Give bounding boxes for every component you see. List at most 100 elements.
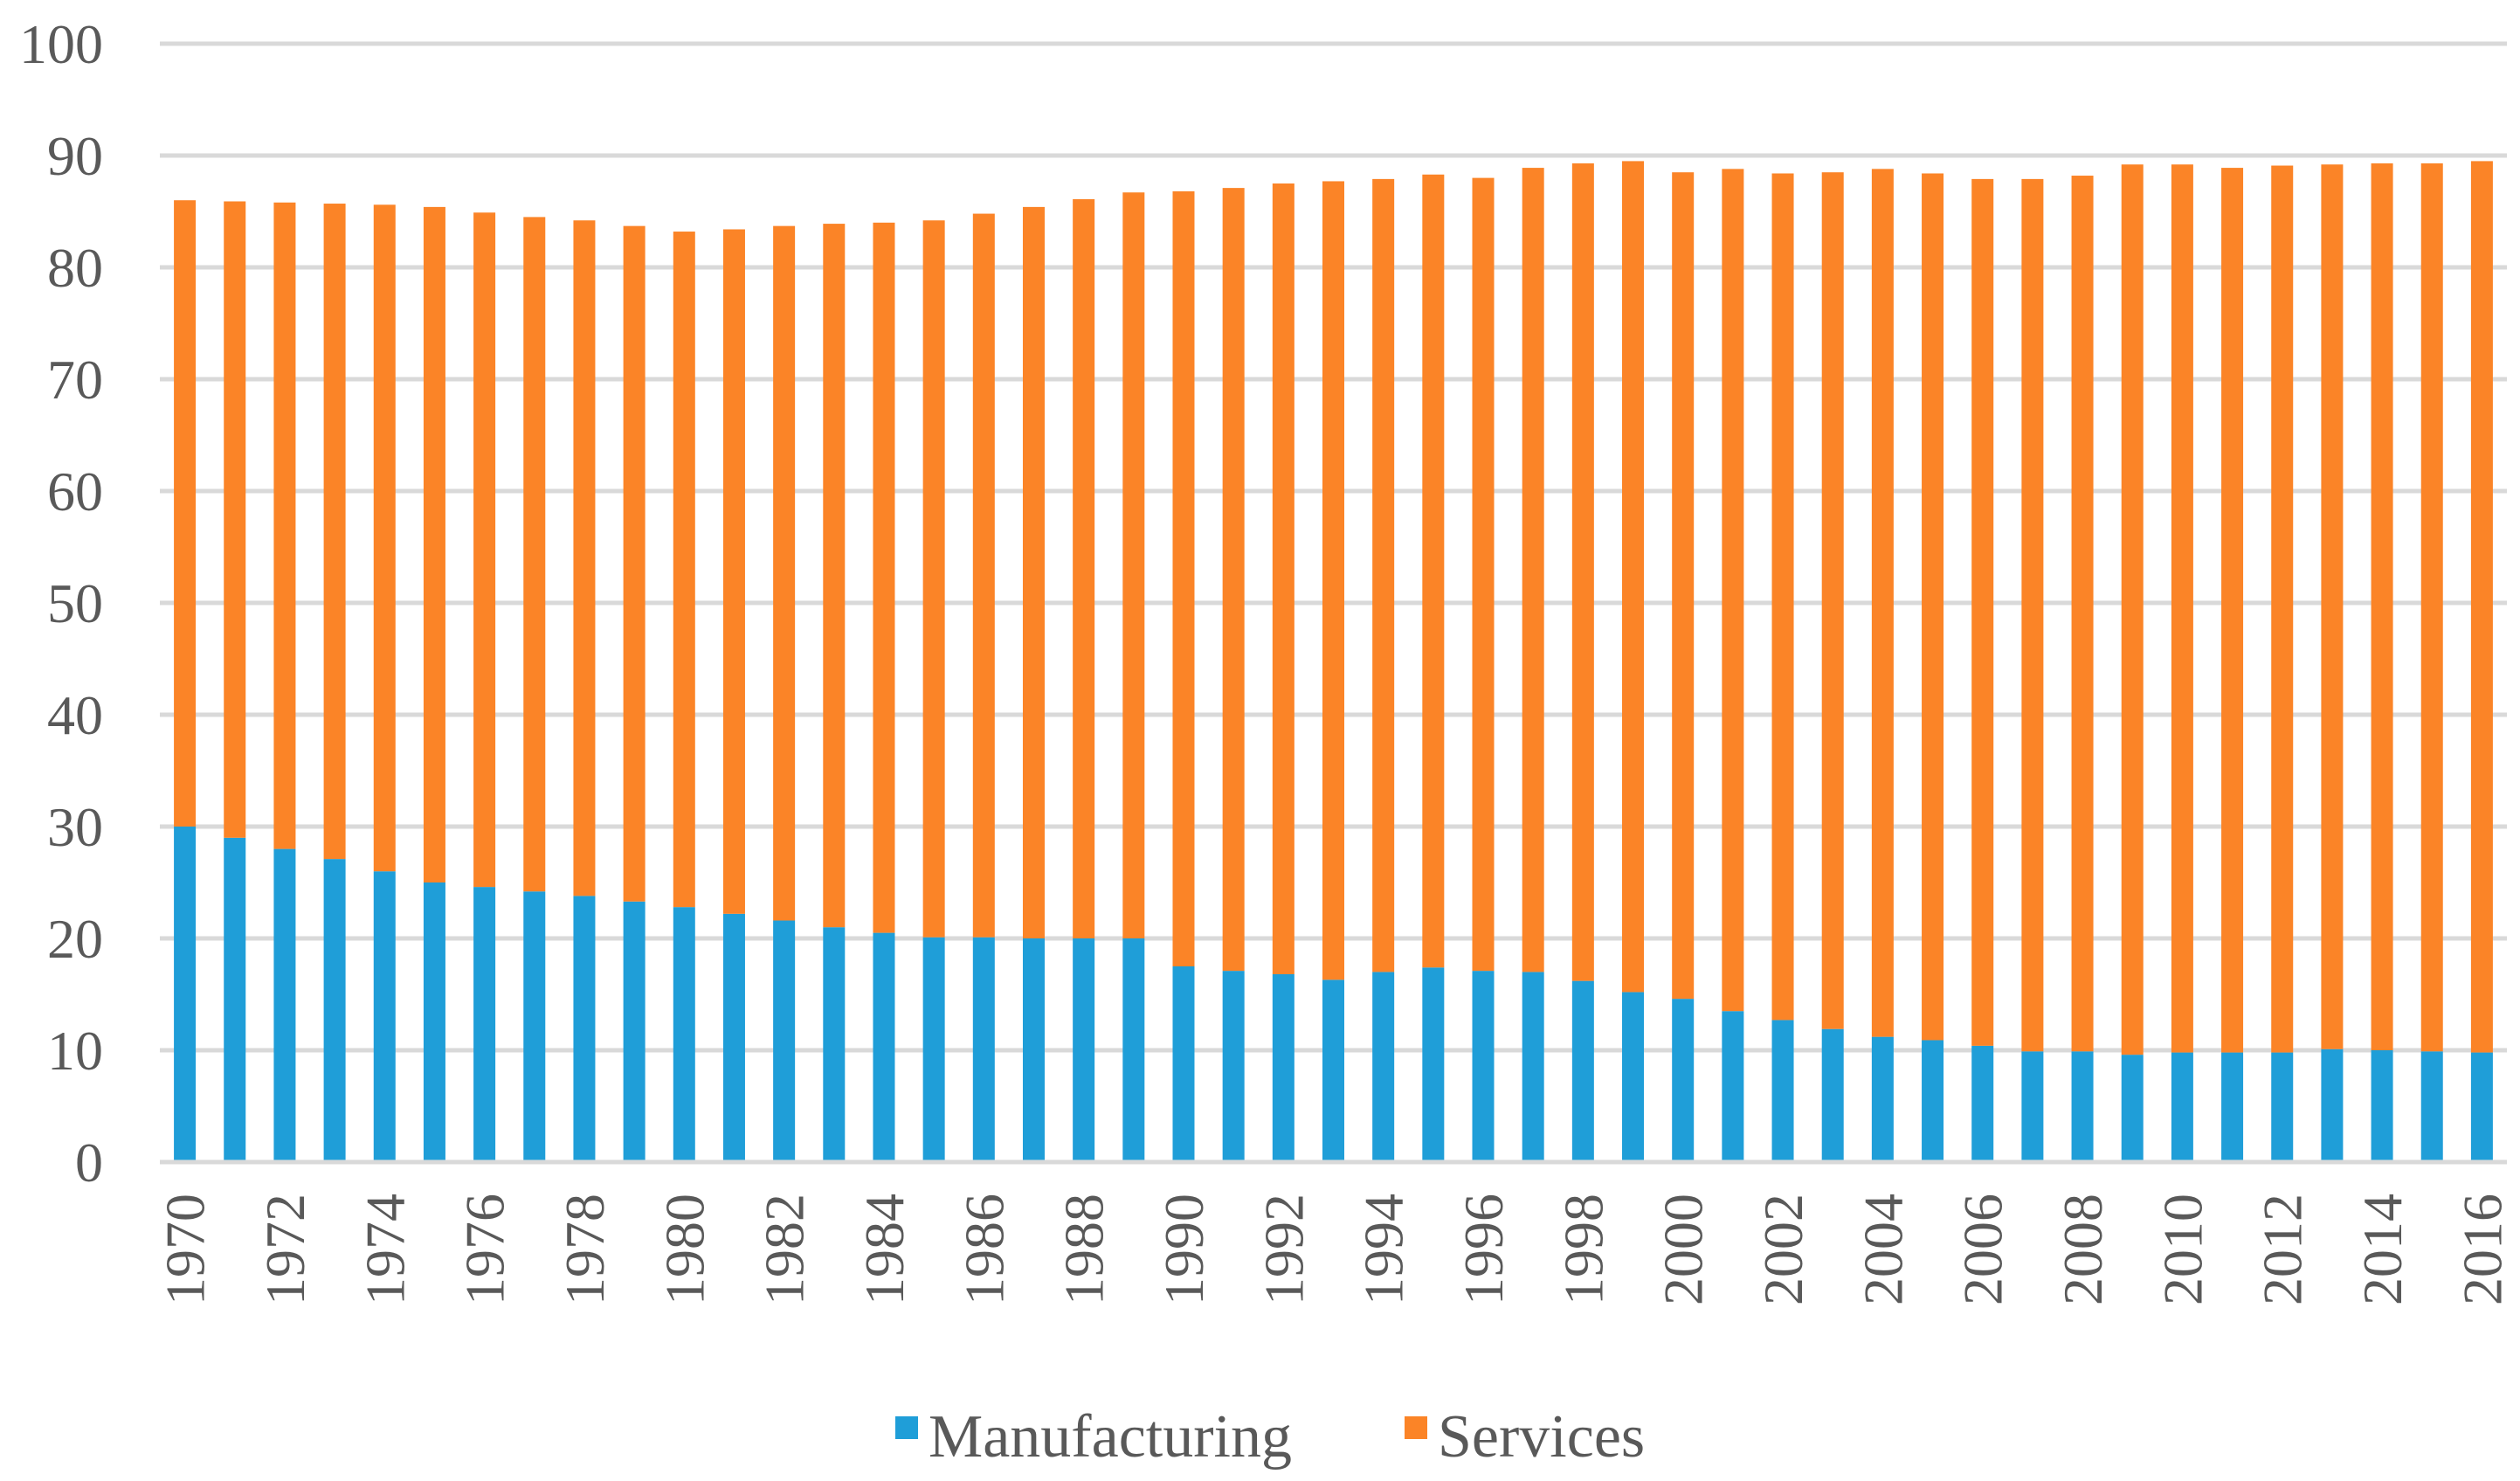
bar-services-2010 <box>2171 164 2193 1053</box>
bar-services-1981 <box>722 229 745 914</box>
x-tick-label: 1996 <box>1453 1194 1515 1305</box>
bar-services-1986 <box>972 213 995 938</box>
x-tick-label: 2016 <box>2451 1194 2513 1305</box>
bar-manufacturing-1983 <box>823 927 846 1162</box>
y-tick-label: 100 <box>19 13 103 75</box>
bar-services-1974 <box>373 204 396 872</box>
bar-services-1973 <box>323 204 346 860</box>
bar-manufacturing-1995 <box>1422 967 1445 1162</box>
bar-services-2002 <box>1771 173 1794 1021</box>
bar-services-1995 <box>1422 174 1445 968</box>
bar-services-2012 <box>2271 165 2294 1053</box>
bar-services-2016 <box>2470 161 2493 1053</box>
bar-manufacturing-1986 <box>972 937 995 1162</box>
bar-services-2013 <box>2321 164 2344 1049</box>
bar-manufacturing-1982 <box>773 920 796 1162</box>
bar-services-1976 <box>473 212 496 888</box>
x-tick-label: 2000 <box>1653 1194 1715 1305</box>
x-tick-label: 1992 <box>1253 1194 1315 1305</box>
bar-services-1994 <box>1372 178 1395 972</box>
bar-manufacturing-1992 <box>1272 973 1295 1162</box>
bar-manufacturing-1970 <box>174 827 197 1162</box>
bar-manufacturing-1979 <box>623 901 646 1162</box>
bar-manufacturing-1994 <box>1372 972 1395 1162</box>
bar-manufacturing-1981 <box>722 913 745 1162</box>
x-tick-label: 1980 <box>653 1194 715 1305</box>
bar-services-2003 <box>1821 172 1844 1029</box>
bar-manufacturing-2000 <box>1672 999 1695 1162</box>
bar-services-1997 <box>1522 168 1544 972</box>
bar-manufacturing-1973 <box>323 859 346 1162</box>
bar-manufacturing-1985 <box>922 937 945 1162</box>
x-tick-label: 1974 <box>354 1194 416 1305</box>
bar-manufacturing-2009 <box>2121 1055 2144 1162</box>
bar-manufacturing-2013 <box>2321 1048 2344 1162</box>
bar-services-2011 <box>2221 168 2244 1053</box>
y-tick-label: 50 <box>47 572 103 634</box>
bar-manufacturing-2015 <box>2420 1051 2443 1162</box>
bar-services-1992 <box>1272 183 1295 974</box>
bar-manufacturing-2002 <box>1771 1020 1794 1162</box>
y-tick-label: 80 <box>47 237 103 299</box>
legend: Manufacturing Services <box>895 1403 1645 1471</box>
legend-swatch-manufacturing <box>895 1416 918 1439</box>
bar-services-1984 <box>873 222 895 933</box>
bar-services-2009 <box>2121 164 2144 1055</box>
bar-services-2014 <box>2371 163 2393 1050</box>
bar-manufacturing-2014 <box>2371 1050 2393 1162</box>
x-tick-label: 1986 <box>953 1194 1015 1305</box>
bar-services-2001 <box>1722 169 1744 1012</box>
x-tick-label: 1970 <box>155 1194 217 1305</box>
x-tick-label: 1994 <box>1353 1194 1415 1305</box>
bar-services-2004 <box>1871 169 1894 1037</box>
bar-manufacturing-2003 <box>1821 1028 1844 1162</box>
bar-services-1988 <box>1073 198 1095 939</box>
bars <box>174 161 2493 1162</box>
x-tick-label: 1982 <box>754 1194 816 1305</box>
y-tick-label: 70 <box>47 349 103 411</box>
bar-manufacturing-2005 <box>1922 1040 1944 1162</box>
bar-manufacturing-1989 <box>1122 938 1145 1162</box>
y-tick-label: 10 <box>47 1020 103 1082</box>
x-tick-label: 1988 <box>1053 1194 1115 1305</box>
bar-services-1979 <box>623 225 646 902</box>
bar-manufacturing-2008 <box>2071 1051 2094 1162</box>
x-tick-label: 2002 <box>1752 1194 1814 1305</box>
bar-services-2008 <box>2071 176 2094 1052</box>
bar-manufacturing-2004 <box>1871 1036 1894 1162</box>
bar-manufacturing-1999 <box>1622 992 1645 1162</box>
x-tick-label: 2014 <box>2351 1194 2413 1305</box>
bar-services-1990 <box>1172 190 1195 966</box>
bar-manufacturing-1997 <box>1522 972 1544 1162</box>
y-axis-ticks: 0 10 20 30 40 50 60 70 80 90 100 <box>19 13 103 1194</box>
y-tick-label: 20 <box>47 908 103 970</box>
bar-manufacturing-1976 <box>473 887 496 1162</box>
bar-manufacturing-1990 <box>1172 966 1195 1162</box>
bar-services-1971 <box>224 201 246 838</box>
bar-services-1991 <box>1222 188 1245 972</box>
bar-services-1987 <box>1022 206 1045 938</box>
bar-manufacturing-1991 <box>1222 971 1245 1162</box>
bar-services-1993 <box>1322 181 1344 980</box>
bar-manufacturing-1977 <box>523 891 546 1162</box>
y-tick-label: 60 <box>47 460 103 523</box>
bar-manufacturing-1984 <box>873 932 895 1162</box>
y-tick-label: 30 <box>47 796 103 858</box>
bar-manufacturing-1978 <box>573 896 596 1162</box>
bar-services-2000 <box>1672 172 1695 1000</box>
bar-services-1982 <box>773 225 796 921</box>
bar-manufacturing-1974 <box>373 871 396 1162</box>
legend-label-services: Services <box>1438 1403 1645 1471</box>
bar-manufacturing-1998 <box>1571 980 1594 1162</box>
bar-services-1980 <box>673 232 695 908</box>
bar-services-2015 <box>2420 163 2443 1052</box>
bar-manufacturing-1971 <box>224 837 246 1162</box>
bar-manufacturing-2011 <box>2221 1052 2244 1162</box>
bar-manufacturing-2016 <box>2470 1052 2493 1162</box>
bar-services-2007 <box>2021 178 2044 1052</box>
x-tick-label: 1978 <box>554 1194 616 1305</box>
x-tick-label: 1990 <box>1153 1194 1215 1305</box>
bar-services-1985 <box>922 220 945 938</box>
bar-services-2005 <box>1922 173 1944 1041</box>
